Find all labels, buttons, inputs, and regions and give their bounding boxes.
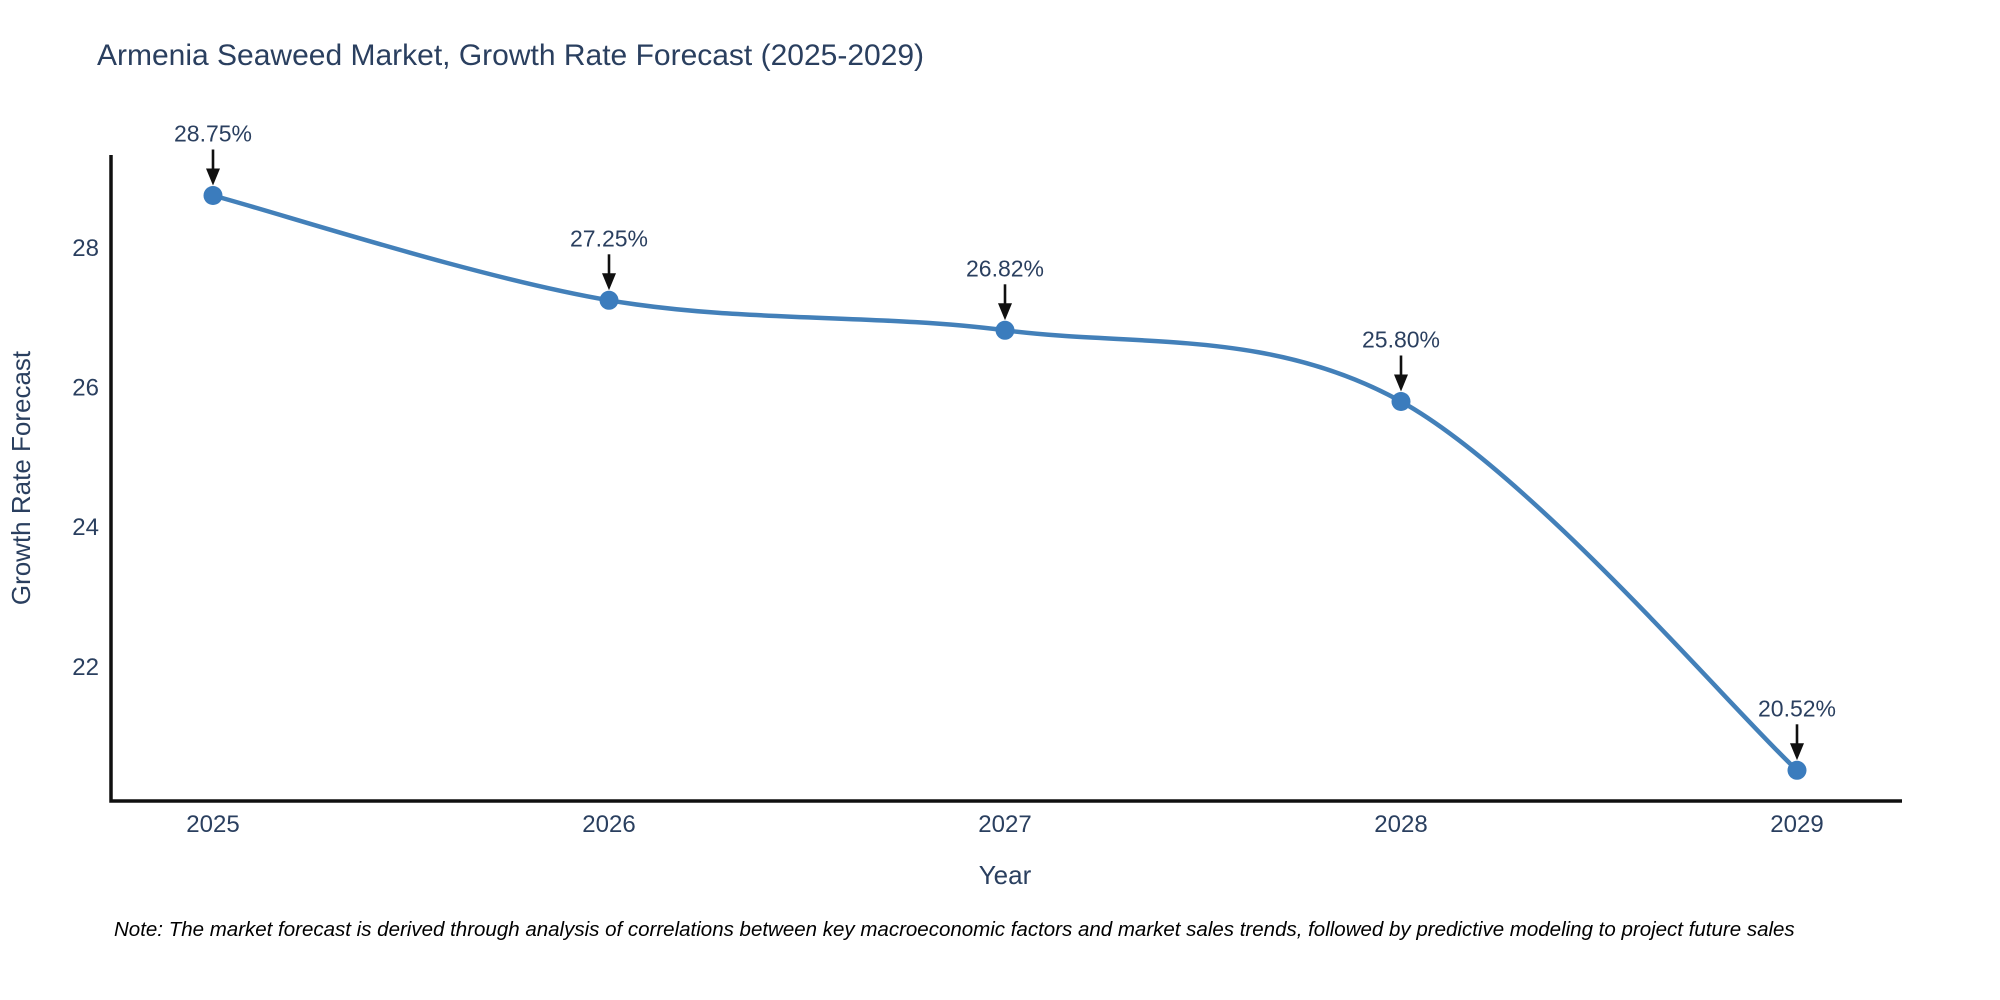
data-point-marker[interactable] [1391, 392, 1411, 411]
y-tick-label: 22 [72, 654, 99, 681]
data-point-marker[interactable] [203, 186, 223, 205]
annotation-arrowhead-icon [1790, 743, 1804, 761]
y-tick-label: 26 [72, 375, 99, 402]
point-value-label: 26.82% [966, 255, 1044, 281]
point-value-label: 20.52% [1758, 695, 1836, 721]
point-value-label: 25.80% [1362, 327, 1440, 353]
point-value-label: 28.75% [174, 121, 252, 147]
data-point-marker[interactable] [599, 290, 619, 310]
y-axis-ticks: 22 24 26 28 [72, 235, 99, 681]
point-value-label: 27.25% [570, 225, 648, 251]
annotation-arrowhead-icon [206, 168, 220, 186]
data-point-marker[interactable] [1787, 760, 1807, 780]
y-tick-label: 28 [72, 235, 99, 262]
y-tick-label: 24 [72, 514, 99, 541]
x-tick-label: 2026 [582, 811, 635, 838]
footnote: Note: The market forecast is derived thr… [114, 918, 1795, 941]
x-axis-title: Year [979, 860, 1032, 890]
x-tick-label: 2029 [1770, 811, 1823, 838]
x-axis-ticks: 2025 2026 2027 2028 2029 [186, 811, 1823, 838]
x-tick-label: 2027 [978, 811, 1031, 838]
growth-rate-line [210, 193, 1800, 773]
y-axis-title: Growth Rate Forecast [6, 350, 36, 605]
chart-title: Armenia Seaweed Market, Growth Rate Fore… [97, 39, 924, 72]
x-tick-label: 2025 [186, 811, 239, 838]
annotation-arrowhead-icon [1394, 374, 1408, 392]
annotations-group: 28.75% 27.25% 26.82% 25.80% 20.52% [174, 121, 1836, 761]
annotation-arrowhead-icon [602, 273, 616, 291]
plot-area[interactable] [111, 155, 1902, 801]
axis-lines [109, 155, 1902, 803]
annotation-arrowhead-icon [998, 303, 1012, 321]
x-tick-label: 2028 [1374, 811, 1427, 838]
data-point-marker[interactable] [995, 320, 1015, 340]
series-group [203, 186, 1807, 780]
